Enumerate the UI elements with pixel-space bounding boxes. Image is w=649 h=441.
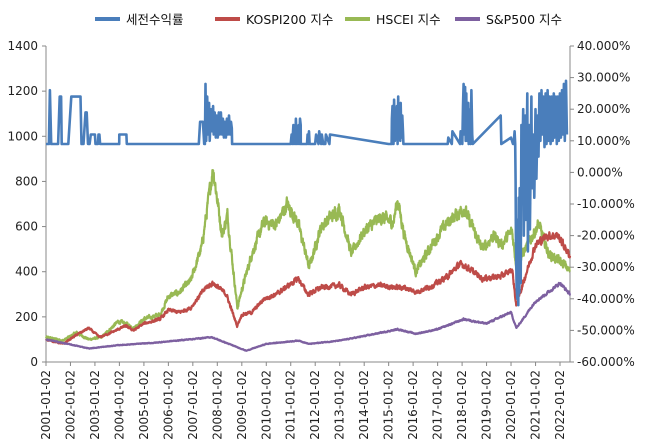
right-tick-label: -30.000% bbox=[577, 260, 635, 274]
x-tick-label: 2002-01-02 bbox=[63, 370, 77, 440]
x-tick-label: 2008-01-02 bbox=[210, 370, 224, 440]
x-tick-label: 2013-01-02 bbox=[333, 370, 347, 440]
x-tick-label: 2019-01-02 bbox=[480, 370, 494, 440]
series-layer bbox=[44, 79, 572, 352]
x-tick-label: 2016-01-02 bbox=[406, 370, 420, 440]
chart-legend: 세전수익률 KOSPI200 지수 HSCEI 지수 S&P500 지수 bbox=[95, 12, 562, 27]
right-tick-label: -40.000% bbox=[577, 292, 635, 306]
x-tick-label: 2014-01-02 bbox=[357, 370, 371, 440]
series-line-return bbox=[46, 79, 569, 307]
legend-item: HSCEI 지수 bbox=[345, 12, 441, 27]
left-tick-label: 200 bbox=[15, 310, 38, 324]
left-tick-label: 1200 bbox=[7, 84, 38, 98]
series-line-kospi200 bbox=[45, 231, 572, 345]
right-y-axis: -60.000% -50.000% -40.000% -30.000% -20.000%… bbox=[569, 39, 635, 369]
right-tick-label: -20.000% bbox=[577, 229, 635, 243]
legend-label: 세전수익률 bbox=[126, 12, 184, 27]
right-tick-label: -60.000% bbox=[577, 355, 635, 369]
x-tick-label: 2009-01-02 bbox=[235, 370, 249, 440]
x-tick-label: 2018-01-02 bbox=[455, 370, 469, 440]
x-tick-label: 2022-01-02 bbox=[553, 370, 567, 440]
legend-label: S&P500 지수 bbox=[486, 12, 562, 27]
left-tick-label: 400 bbox=[15, 265, 38, 279]
right-tick-label: -50.000% bbox=[577, 323, 635, 337]
x-tick-label: 2005-01-02 bbox=[137, 370, 151, 440]
x-tick-label: 2006-01-02 bbox=[161, 370, 175, 440]
legend-label: KOSPI200 지수 bbox=[246, 12, 333, 27]
x-axis: 2001-01-02 2002-01-02 2003-01-02 2004-01-02… bbox=[39, 361, 570, 440]
legend-label: HSCEI 지수 bbox=[376, 12, 441, 27]
left-tick-label: 0 bbox=[30, 355, 38, 369]
x-tick-label: 2011-01-02 bbox=[284, 370, 298, 440]
left-tick-label: 600 bbox=[15, 220, 38, 234]
x-tick-label: 2007-01-02 bbox=[186, 370, 200, 440]
right-tick-label: -10.000% bbox=[577, 197, 635, 211]
left-tick-label: 1000 bbox=[7, 129, 38, 143]
x-tick-label: 2012-01-02 bbox=[308, 370, 322, 440]
legend-item: 세전수익률 bbox=[95, 12, 184, 27]
legend-item: S&P500 지수 bbox=[455, 12, 562, 27]
left-tick-label: 1400 bbox=[7, 39, 38, 53]
right-tick-label: 40.000% bbox=[577, 39, 630, 53]
series-line-hscei bbox=[44, 169, 571, 343]
x-tick-label: 2020-01-02 bbox=[504, 370, 518, 440]
right-tick-label: 30.000% bbox=[577, 71, 630, 85]
right-tick-label: 20.000% bbox=[577, 102, 630, 116]
left-tick-label: 800 bbox=[15, 174, 38, 188]
x-tick-label: 2015-01-02 bbox=[382, 370, 396, 440]
x-tick-label: 2004-01-02 bbox=[112, 370, 126, 440]
x-tick-label: 2017-01-02 bbox=[431, 370, 445, 440]
x-tick-label: 2001-01-02 bbox=[39, 370, 53, 440]
series-line-sp500 bbox=[45, 281, 571, 352]
legend-item: KOSPI200 지수 bbox=[215, 12, 333, 27]
right-tick-label: 10.000% bbox=[577, 134, 630, 148]
left-y-axis: 0 200 400 600 800 1000 1200 1400 bbox=[7, 39, 47, 369]
right-tick-label: 0.000% bbox=[577, 165, 623, 179]
x-tick-label: 2021-01-02 bbox=[529, 370, 543, 440]
x-tick-label: 2003-01-02 bbox=[88, 370, 102, 440]
x-tick-label: 2010-01-02 bbox=[259, 370, 273, 440]
